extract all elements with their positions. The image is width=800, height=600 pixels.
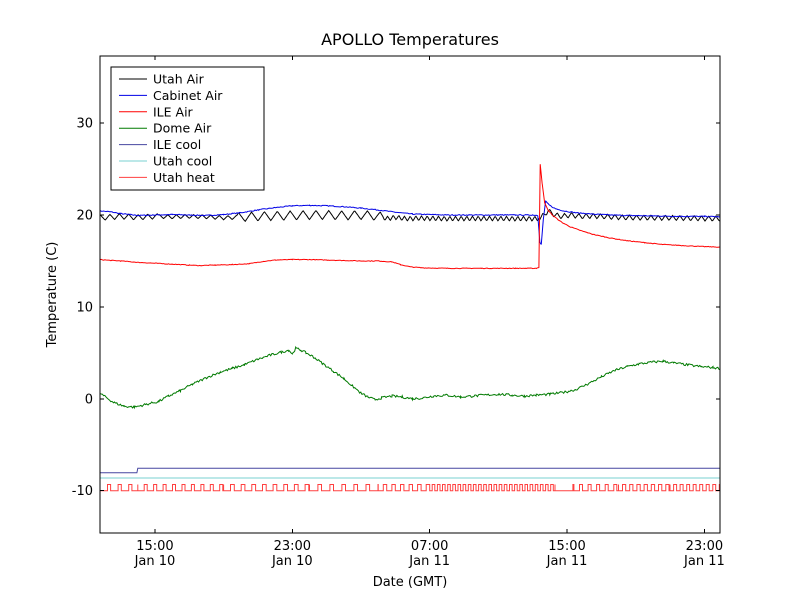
x-tick-label-time: 07:00 xyxy=(411,539,448,554)
chart-title: APOLLO Temperatures xyxy=(321,30,499,49)
series-ile-cool-line xyxy=(100,467,720,474)
y-axis-label: Temperature (C) xyxy=(45,242,60,349)
legend-label-ile-cool: ILE cool xyxy=(153,137,201,152)
legend-label-dome-air: Dome Air xyxy=(153,121,212,136)
x-tick-label-time: 23:00 xyxy=(686,539,723,554)
series-utah-heat-line xyxy=(100,484,720,492)
plot-border xyxy=(99,55,721,534)
series-cabinet-air-line xyxy=(100,200,720,245)
x-axis-label: Date (GMT) xyxy=(373,575,448,590)
x-tick-label-time: 15:00 xyxy=(136,539,173,554)
series-ile-air-line xyxy=(100,164,720,270)
legend-label-utah-air: Utah Air xyxy=(153,72,205,87)
series-dome-air-line xyxy=(100,345,720,410)
y-tick-label: 0 xyxy=(85,392,93,407)
y-tick-label: -10 xyxy=(72,484,93,499)
x-tick-label-time: 23:00 xyxy=(274,539,311,554)
x-tick-label-date: Jan 10 xyxy=(271,554,313,569)
legend-label-ile-air: ILE Air xyxy=(153,104,194,119)
legend-label-utah-cool: Utah cool xyxy=(153,154,212,169)
x-tick-label-time: 15:00 xyxy=(548,539,585,554)
x-tick-label-date: Jan 11 xyxy=(408,554,450,569)
x-tick-label-date: Jan 11 xyxy=(683,554,725,569)
x-tick-label-date: Jan 10 xyxy=(134,554,176,569)
legend-label-utah-heat: Utah heat xyxy=(153,170,215,185)
y-tick-label: 30 xyxy=(76,117,93,132)
x-tick-label-date: Jan 11 xyxy=(546,554,588,569)
y-tick-label: 10 xyxy=(76,300,93,315)
y-tick-label: 20 xyxy=(76,209,93,224)
legend-label-cabinet-air: Cabinet Air xyxy=(153,88,223,103)
